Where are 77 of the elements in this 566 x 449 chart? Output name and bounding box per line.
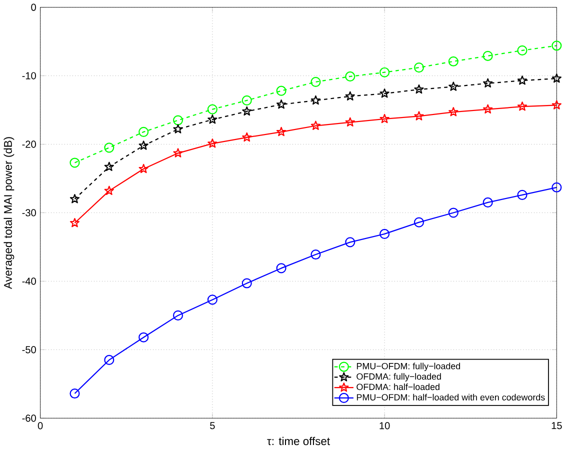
- y-axis-title: Averaged total MAI power (dB): [4, 137, 14, 290]
- y-tick-label: -20: [22, 140, 36, 148]
- point: [345, 71, 356, 82]
- point: [138, 164, 148, 174]
- x-tick-label: 5: [210, 422, 215, 430]
- point: [380, 67, 390, 78]
- y-tick-label: -50: [22, 346, 36, 354]
- legend-label: PMU−OFDM: fully−loaded: [356, 362, 460, 372]
- point: [380, 88, 390, 98]
- point: [276, 86, 286, 96]
- point: [517, 190, 528, 200]
- point: [448, 208, 458, 218]
- point: [517, 76, 528, 85]
- point: [380, 114, 390, 124]
- point: [208, 138, 218, 148]
- point: [482, 197, 493, 208]
- point: [517, 45, 528, 56]
- point: [172, 115, 184, 126]
- y-tick-label: -30: [22, 209, 36, 216]
- point: [310, 95, 321, 105]
- point: [173, 124, 183, 134]
- point: [172, 310, 184, 321]
- point: [208, 114, 218, 124]
- point: [414, 84, 424, 94]
- point: [414, 111, 424, 120]
- point: [242, 278, 252, 288]
- point: [70, 388, 80, 399]
- point: [242, 106, 252, 116]
- legend-label: OFDMA: half−loaded: [356, 384, 440, 390]
- point: [276, 126, 286, 136]
- point: [345, 237, 356, 248]
- point: [138, 140, 148, 150]
- point: [242, 132, 252, 142]
- point: [448, 82, 458, 91]
- y-tick-label: 0: [31, 4, 36, 11]
- point: [310, 120, 321, 130]
- point: [552, 74, 562, 83]
- legend-label: OFDMA: fully−loaded: [356, 373, 441, 382]
- point: [138, 126, 149, 138]
- point: [380, 228, 390, 240]
- point: [104, 142, 114, 153]
- y-tick-label: -60: [22, 414, 36, 422]
- point: [483, 104, 493, 114]
- point: [310, 76, 321, 88]
- point: [104, 186, 114, 196]
- point: [70, 158, 80, 168]
- y-tick-label: -40: [22, 278, 36, 285]
- point: [276, 100, 286, 109]
- point: [414, 62, 424, 73]
- point: [483, 78, 493, 88]
- point: [138, 332, 149, 342]
- x-axis-title: τ: time offset: [267, 436, 330, 446]
- x-tick-label: 10: [380, 422, 390, 430]
- point: [517, 102, 528, 111]
- point: [482, 50, 493, 61]
- x-tick-label: 15: [552, 422, 562, 430]
- point: [104, 162, 114, 172]
- point: [207, 104, 218, 114]
- y-tick-label: -10: [22, 72, 36, 80]
- point: [276, 263, 286, 274]
- point: [345, 117, 355, 127]
- point: [173, 148, 183, 158]
- point: [414, 217, 424, 228]
- point: [310, 250, 321, 260]
- point: [207, 294, 218, 305]
- legend-label: PMU−OFDM: half−loaded with even codewords: [356, 394, 545, 401]
- point: [552, 100, 562, 110]
- point: [448, 107, 458, 116]
- point: [104, 354, 114, 366]
- point: [552, 40, 562, 51]
- point: [70, 218, 80, 228]
- x-tick-label: 0: [38, 422, 43, 430]
- point: [345, 91, 355, 101]
- point: [70, 194, 80, 204]
- point: [448, 56, 458, 66]
- point: [552, 182, 562, 192]
- point: [242, 95, 252, 106]
